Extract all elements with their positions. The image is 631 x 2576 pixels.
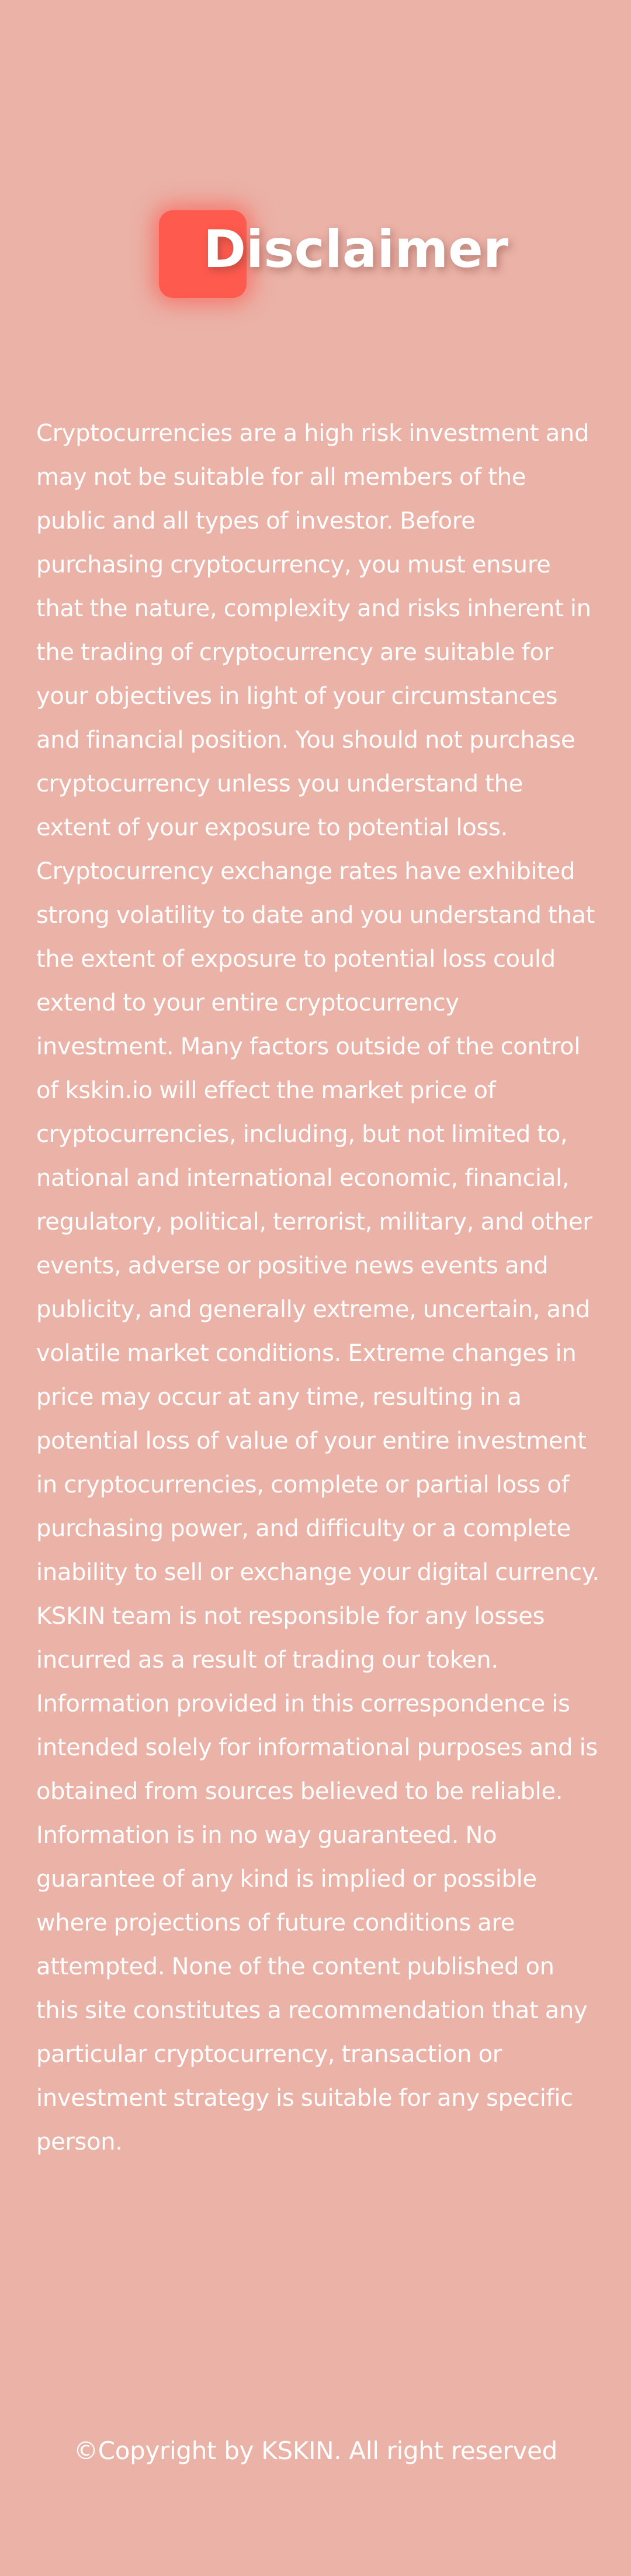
page-header: Disclaimer <box>159 210 486 298</box>
disclaimer-text: Cryptocurrencies are a high risk investm… <box>36 412 599 2164</box>
page-title: Disclaimer <box>203 217 508 282</box>
copyright-footer: ©Copyright by KSKIN. All right reserved <box>0 2433 631 2469</box>
